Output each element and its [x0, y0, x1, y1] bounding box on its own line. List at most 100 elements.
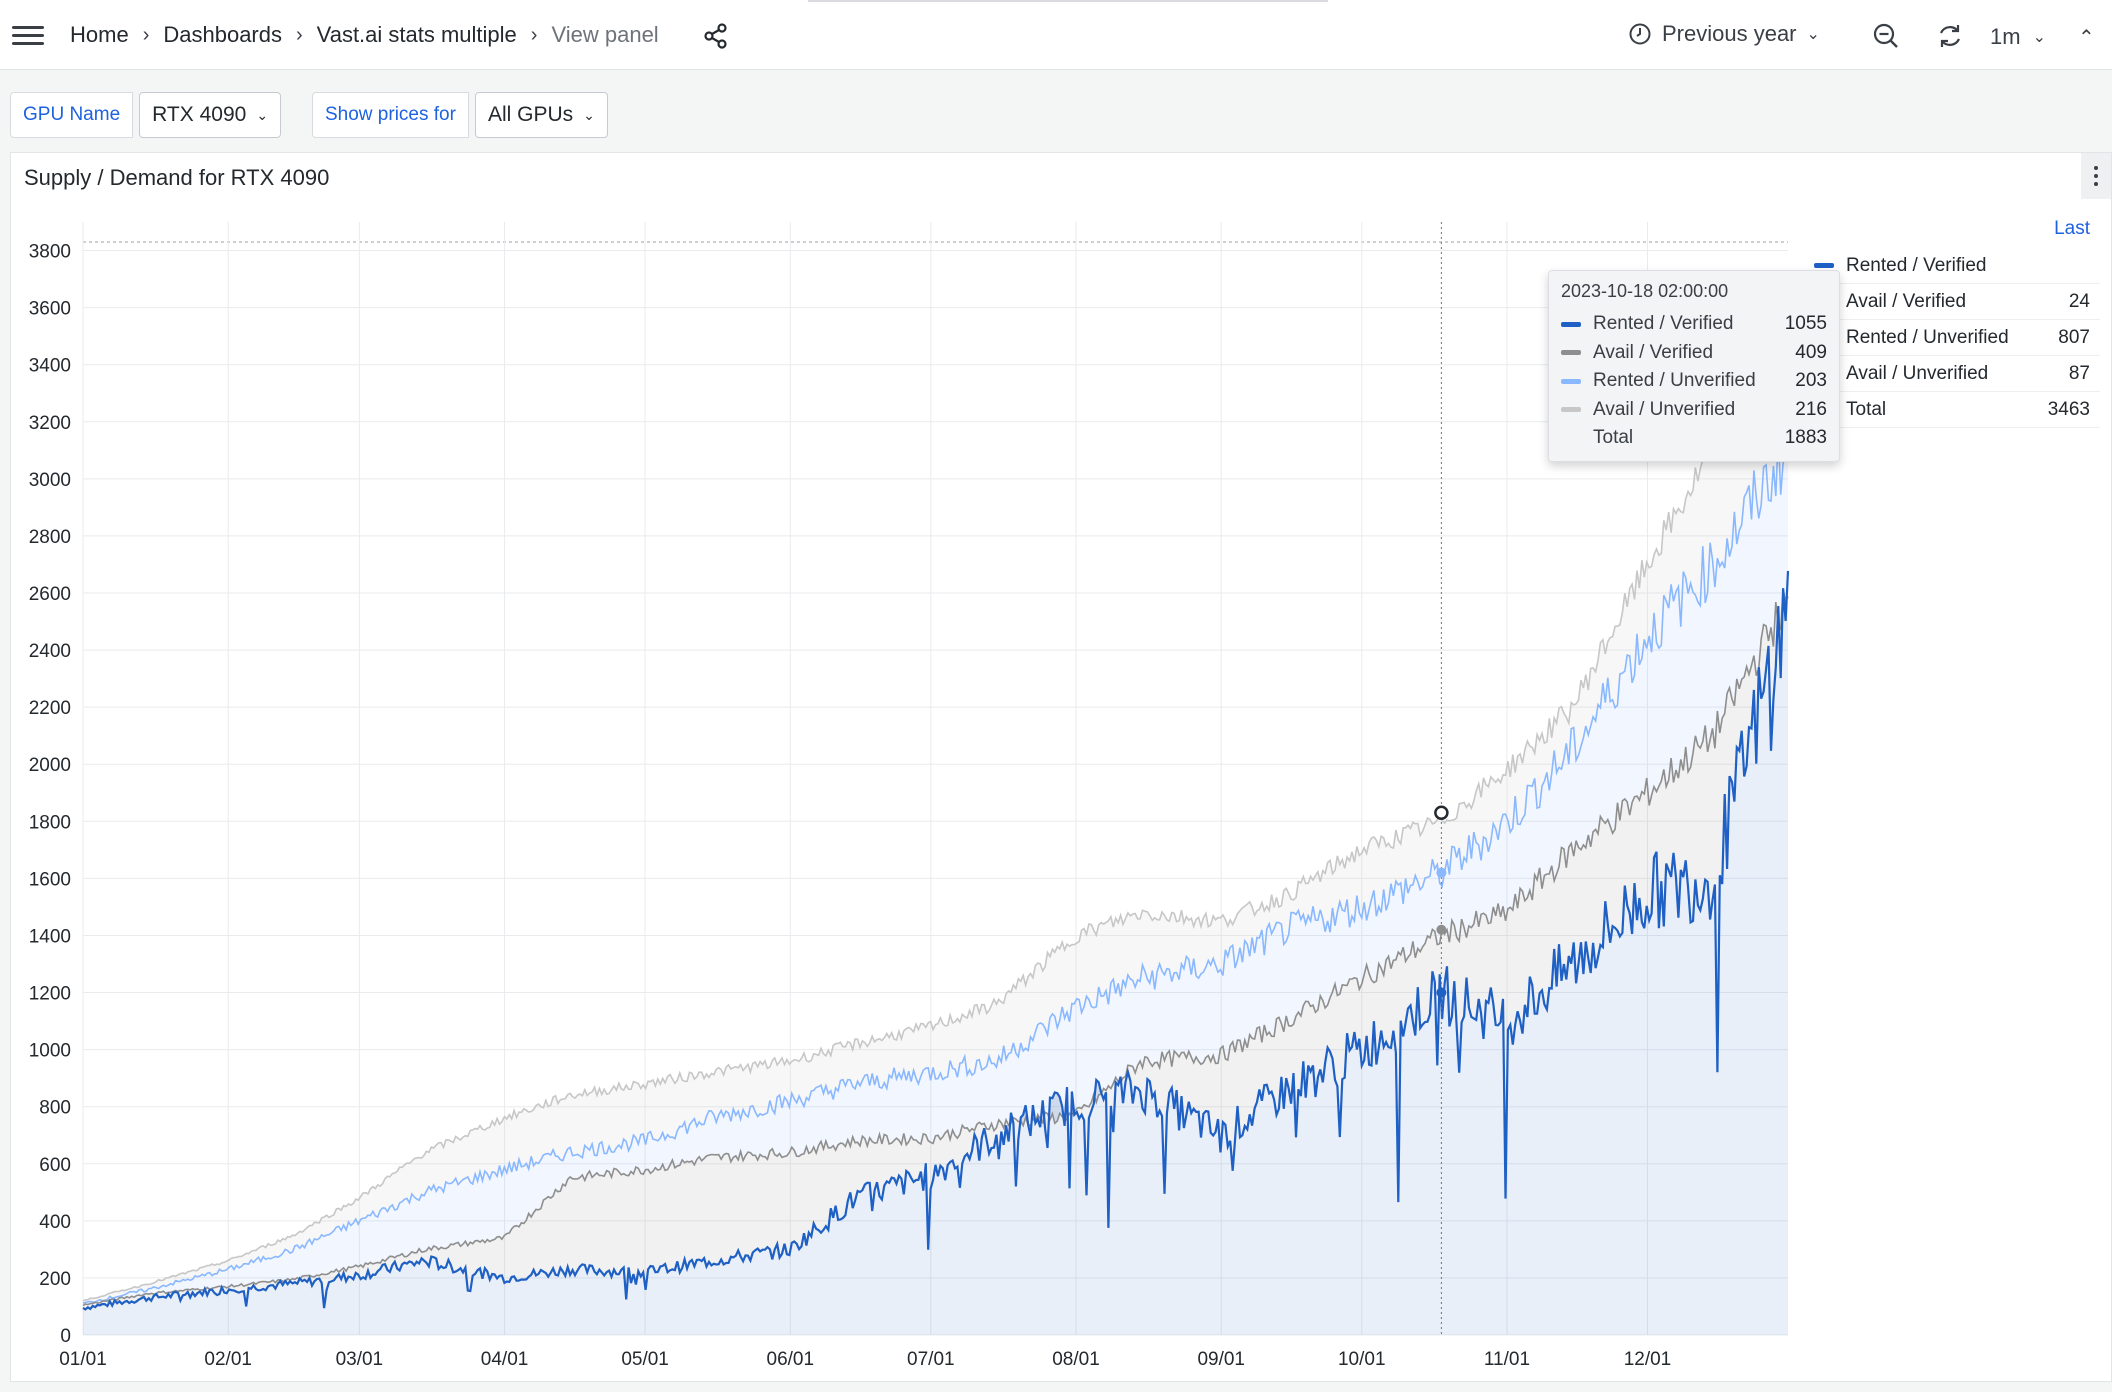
breadcrumb-dashboard[interactable]: Vast.ai stats multiple [316, 22, 517, 47]
legend-name: Total [1846, 398, 1887, 420]
legend-item[interactable]: Avail / Unverified 87 [1810, 356, 2100, 392]
show-prices-select[interactable]: All GPUs ⌄ [474, 92, 608, 138]
series-line-rented-verified [82, 570, 1790, 1311]
legend-item-total: Total 3463 [1810, 392, 2100, 428]
tooltip-name: Avail / Unverified [1593, 398, 1736, 420]
tooltip-name: Rented / Verified [1593, 313, 1734, 335]
chevron-up-icon[interactable]: ⌃ [2077, 26, 2095, 49]
y-tick-label: 2600 [29, 584, 71, 605]
tooltip-row: Avail / Verified 409 [1561, 339, 1827, 368]
hover-point [1434, 805, 1449, 820]
panel-title: Supply / Demand for RTX 4090 [24, 165, 330, 190]
y-tick-label: 3800 [29, 242, 71, 263]
refresh-icon[interactable] [1936, 22, 1964, 50]
legend-name: Rented / Unverified [1846, 326, 2009, 348]
legend-name: Avail / Unverified [1846, 362, 1989, 384]
y-tick-label: 3200 [29, 413, 71, 434]
hover-point [1436, 924, 1447, 935]
y-tick-label: 1200 [29, 984, 71, 1005]
share-icon[interactable] [702, 22, 730, 50]
y-tick-label: 2000 [29, 755, 71, 776]
chevron-down-icon: ⌄ [2032, 29, 2046, 46]
variable-label: GPU Name [10, 92, 134, 138]
chevron-right-icon: › [142, 23, 150, 46]
loading-bar [808, 0, 1328, 2]
legend: Last Rented / Verified Avail / Verified 2… [1810, 210, 2100, 428]
y-tick-label: 3000 [29, 470, 71, 491]
y-tick-label: 600 [39, 1155, 71, 1176]
tooltip-value: 203 [1795, 370, 1827, 392]
gpu-name-value: RTX 4090 [152, 103, 247, 126]
legend-item[interactable]: Avail / Verified 24 [1810, 284, 2100, 320]
refresh-interval-picker[interactable]: 1m ⌄ ⌃ [1990, 24, 2095, 50]
zoom-out-icon[interactable] [1872, 22, 1900, 50]
show-prices-value: All GPUs [487, 103, 574, 126]
time-range-picker[interactable]: Previous year ⌄ [1628, 21, 1820, 47]
legend-value: 3463 [2047, 398, 2090, 420]
tooltip-row: Rented / Unverified 203 [1561, 367, 1827, 396]
hover-point [1436, 987, 1447, 998]
tooltip-swatch [1561, 436, 1581, 441]
tooltip-swatch [1561, 321, 1581, 327]
variable-gpu-name: GPU Name RTX 4090 ⌄ [10, 92, 282, 138]
breadcrumb-dashboards[interactable]: Dashboards [163, 22, 282, 47]
y-tick-label: 400 [39, 1212, 71, 1233]
x-tick-label: 10/01 [1338, 1349, 1386, 1370]
chevron-right-icon: › [296, 23, 303, 46]
chevron-right-icon: › [530, 23, 538, 46]
tooltip-value: 1055 [1784, 313, 1827, 335]
tooltip-name: Rented / Unverified [1593, 370, 1756, 392]
tooltip-swatch [1561, 407, 1581, 413]
tooltip-swatch [1561, 378, 1581, 384]
panel-menu-icon[interactable] [2081, 153, 2111, 199]
tooltip-row: Avail / Unverified 216 [1561, 396, 1827, 425]
chevron-down-icon: ⌄ [583, 106, 595, 123]
breadcrumb-home[interactable]: Home [70, 22, 129, 47]
y-tick-label: 3400 [29, 356, 71, 377]
hamburger-menu-icon[interactable] [12, 26, 44, 46]
tooltip-swatch [1561, 350, 1581, 356]
tooltip-row: Rented / Verified 1055 [1561, 310, 1827, 339]
y-tick-label: 1600 [29, 869, 71, 890]
y-tick-label: 1800 [29, 812, 71, 833]
hover-point [1436, 867, 1447, 878]
legend-swatch [1814, 263, 1834, 268]
series-line-avail-verified [82, 588, 1789, 1307]
chart-tooltip: 2023-10-18 02:00:00 Rented / Verified 105… [1548, 270, 1840, 462]
legend-value: 24 [2068, 290, 2090, 312]
tooltip-value: 1883 [1784, 427, 1827, 449]
series-area-rented-unverified [83, 434, 1788, 1306]
x-tick-label: 06/01 [767, 1349, 815, 1370]
series-line-rented-unverified [82, 433, 1789, 1304]
y-tick-label: 800 [39, 1098, 71, 1119]
x-tick-label: 05/01 [621, 1349, 669, 1370]
breadcrumb: Home › Dashboards › Vast.ai stats multip… [70, 22, 659, 48]
legend-name: Rented / Verified [1846, 254, 1987, 276]
y-tick-label: 2800 [29, 527, 71, 548]
legend-item[interactable]: Rented / Verified [1810, 248, 2100, 284]
y-tick-label: 2200 [29, 698, 71, 719]
variable-label: Show prices for [312, 92, 469, 138]
tooltip-time: 2023-10-18 02:00:00 [1561, 281, 1729, 301]
gpu-name-select[interactable]: RTX 4090 ⌄ [139, 92, 282, 138]
y-tick-label: 1000 [29, 1041, 71, 1062]
legend-value: 807 [2058, 326, 2090, 348]
x-tick-label: 02/01 [204, 1349, 252, 1370]
legend-header-last[interactable]: Last [2054, 218, 2090, 239]
series-line-avail-unverified [82, 330, 1789, 1302]
series-area-avail-verified [83, 570, 1788, 1310]
breadcrumb-current: View panel [551, 22, 659, 47]
x-tick-label: 08/01 [1052, 1349, 1100, 1370]
x-tick-label: 07/01 [907, 1349, 955, 1370]
chevron-down-icon: ⌄ [1806, 26, 1820, 43]
tooltip-row: Total 1883 [1561, 424, 1827, 453]
variable-show-prices: Show prices for All GPUs ⌄ [312, 92, 608, 138]
y-tick-label: 0 [60, 1326, 71, 1347]
clock-icon [1629, 23, 1651, 45]
legend-name: Avail / Verified [1846, 290, 1967, 312]
legend-item[interactable]: Rented / Unverified 807 [1810, 320, 2100, 356]
tooltip-value: 409 [1795, 341, 1827, 363]
series-area-rented-verified [83, 570, 1788, 1335]
x-tick-label: 09/01 [1197, 1349, 1245, 1370]
